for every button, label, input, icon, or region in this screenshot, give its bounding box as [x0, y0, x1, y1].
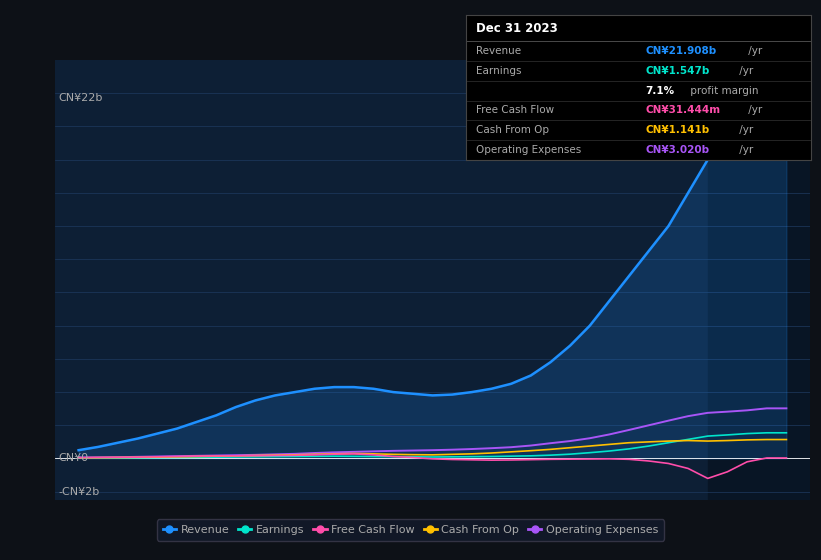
- Bar: [708, 60, 810, 500]
- Text: CN¥1.547b: CN¥1.547b: [645, 66, 710, 76]
- Text: CN¥21.908b: CN¥21.908b: [645, 46, 717, 56]
- Text: /yr: /yr: [736, 125, 753, 136]
- Text: Cash From Op: Cash From Op: [476, 125, 549, 136]
- Text: Earnings: Earnings: [476, 66, 522, 76]
- Text: 7.1%: 7.1%: [645, 86, 675, 96]
- Text: Free Cash Flow: Free Cash Flow: [476, 105, 554, 115]
- Text: CN¥22b: CN¥22b: [59, 93, 103, 103]
- Text: /yr: /yr: [745, 46, 763, 56]
- Text: -CN¥2b: -CN¥2b: [59, 487, 100, 497]
- Text: Operating Expenses: Operating Expenses: [476, 145, 581, 155]
- Text: /yr: /yr: [745, 105, 763, 115]
- Legend: Revenue, Earnings, Free Cash Flow, Cash From Op, Operating Expenses: Revenue, Earnings, Free Cash Flow, Cash …: [157, 520, 664, 540]
- Text: CN¥3.020b: CN¥3.020b: [645, 145, 709, 155]
- Text: CN¥0: CN¥0: [59, 454, 89, 464]
- Text: CN¥31.444m: CN¥31.444m: [645, 105, 721, 115]
- Text: profit margin: profit margin: [687, 86, 759, 96]
- Text: Dec 31 2023: Dec 31 2023: [476, 21, 558, 35]
- Text: CN¥1.141b: CN¥1.141b: [645, 125, 709, 136]
- Text: Revenue: Revenue: [476, 46, 521, 56]
- Text: /yr: /yr: [736, 66, 753, 76]
- Text: /yr: /yr: [736, 145, 753, 155]
